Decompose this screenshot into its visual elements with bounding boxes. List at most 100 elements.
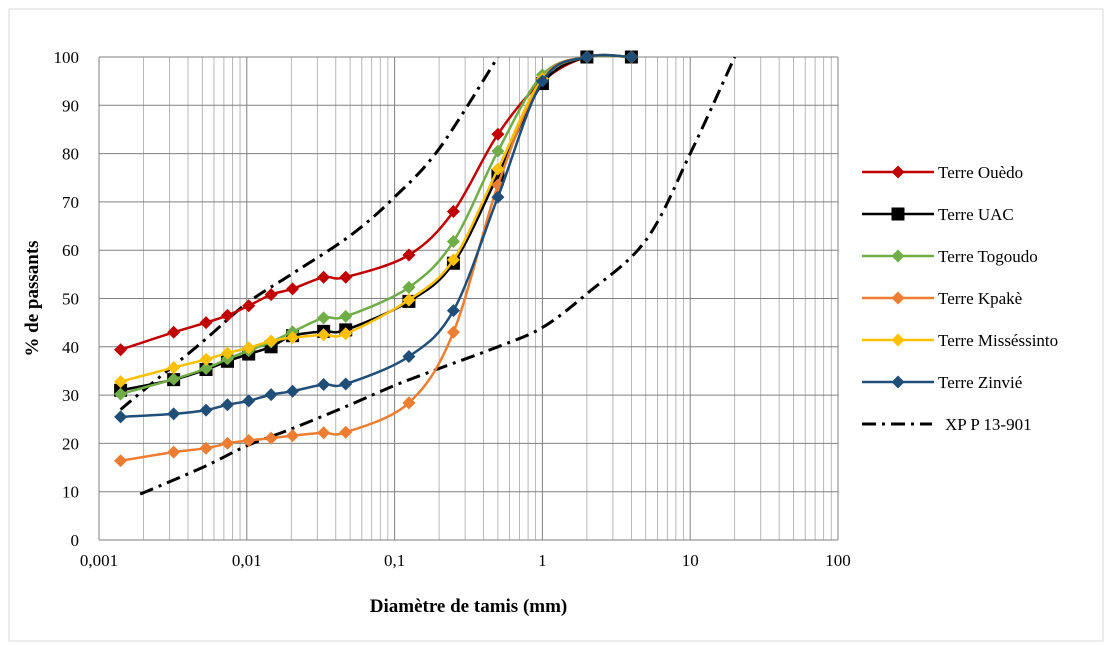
data-point <box>220 436 234 450</box>
plot-grid <box>98 56 839 541</box>
y-tick-label: 10 <box>62 483 79 502</box>
data-point <box>580 50 594 64</box>
data-point <box>167 325 181 339</box>
data-point <box>402 248 416 262</box>
legend-marker <box>891 249 905 263</box>
data-point <box>167 372 181 386</box>
y-tick-label: 80 <box>62 145 79 164</box>
reference-curve-lower <box>139 57 737 496</box>
legend-label: Terre Zinvié <box>938 373 1022 392</box>
data-point <box>339 309 353 323</box>
series-3 <box>114 50 638 468</box>
data-point <box>242 299 256 313</box>
data-point <box>339 270 353 284</box>
legend-item: Terre Ouèdo <box>862 163 1023 182</box>
series-0 <box>114 50 638 357</box>
data-point <box>242 434 256 448</box>
series-line <box>120 53 632 419</box>
data-point <box>339 425 353 439</box>
data-point <box>491 162 505 176</box>
data-point <box>114 387 128 401</box>
series-5 <box>114 50 638 424</box>
data-point <box>317 270 331 284</box>
data-point <box>264 334 278 348</box>
data-point <box>167 407 181 421</box>
data-point <box>114 454 128 468</box>
data-point <box>199 441 213 455</box>
data-point <box>317 426 331 440</box>
x-tick-label: 0,1 <box>384 551 405 570</box>
series-line <box>120 54 632 396</box>
data-point <box>286 384 300 398</box>
data-point <box>199 403 213 417</box>
y-tick-label: 0 <box>71 531 80 550</box>
y-axis-title: % de passants <box>22 240 43 356</box>
data-point <box>339 327 353 341</box>
reference-curves <box>119 57 737 496</box>
data-point <box>535 74 549 88</box>
data-point <box>114 375 128 389</box>
x-tick-label: 0,01 <box>232 551 262 570</box>
legend: Terre Ouèdo Terre UAC Terre Togoudo Terre K… <box>862 163 1058 434</box>
data-point <box>491 190 505 204</box>
y-tick-label: 50 <box>62 290 79 309</box>
x-tick-label: 10 <box>682 551 699 570</box>
data-point <box>199 362 213 376</box>
legend-label: XP P 13-901 <box>945 415 1032 434</box>
y-tick-label: 60 <box>62 241 79 260</box>
data-point <box>220 346 234 360</box>
legend-item: Terre Misséssinto <box>862 331 1058 350</box>
data-point <box>199 316 213 330</box>
data-point <box>220 308 234 322</box>
x-tick-label: 1 <box>538 551 547 570</box>
data-point <box>264 288 278 302</box>
data-series <box>114 50 638 468</box>
data-point <box>446 235 460 249</box>
legend-marker <box>891 291 905 305</box>
legend-marker <box>891 333 905 347</box>
data-point <box>402 280 416 294</box>
y-tick-label: 30 <box>62 386 79 405</box>
legend-item: XP P 13-901 <box>862 415 1032 434</box>
legend-label: Terre UAC <box>938 205 1014 224</box>
legend-label: Terre Ouèdo <box>938 163 1023 182</box>
data-point <box>317 328 331 342</box>
data-point <box>167 361 181 375</box>
data-point <box>446 253 460 267</box>
legend-label: Terre Togoudo <box>938 247 1038 266</box>
legend-item: Terre Togoudo <box>862 247 1038 266</box>
legend-item: Terre Kpakè <box>862 289 1022 308</box>
reference-curve-upper <box>119 57 500 411</box>
data-point <box>339 377 353 391</box>
data-point <box>402 349 416 363</box>
data-point <box>264 431 278 445</box>
axis-ticks: 0,001 0,01 0,1 1 10 100 0 10 20 30 40 50 60 70 80 90 100 <box>54 48 851 570</box>
y-tick-label: 70 <box>62 193 79 212</box>
data-point <box>199 352 213 366</box>
series-4 <box>114 50 638 389</box>
data-point <box>446 304 460 318</box>
y-tick-label: 40 <box>62 338 79 357</box>
legend-marker <box>891 375 905 389</box>
data-point <box>286 429 300 443</box>
data-point <box>114 343 128 357</box>
legend-marker <box>891 165 905 179</box>
legend-item: Terre Zinvié <box>862 373 1022 392</box>
series-1 <box>114 50 638 397</box>
data-point <box>220 398 234 412</box>
data-point <box>317 377 331 391</box>
x-tick-label: 0,001 <box>80 551 118 570</box>
data-point <box>286 331 300 345</box>
series-line <box>120 54 632 463</box>
legend-label: Terre Misséssinto <box>938 331 1058 350</box>
y-tick-label: 90 <box>62 96 79 115</box>
data-point <box>402 293 416 307</box>
series-line <box>120 54 632 383</box>
data-point <box>264 388 278 402</box>
x-axis-title: Diamètre de tamis (mm) <box>370 596 568 617</box>
legend-item: Terre UAC <box>862 205 1014 224</box>
data-point <box>167 445 181 459</box>
data-point <box>491 144 505 158</box>
